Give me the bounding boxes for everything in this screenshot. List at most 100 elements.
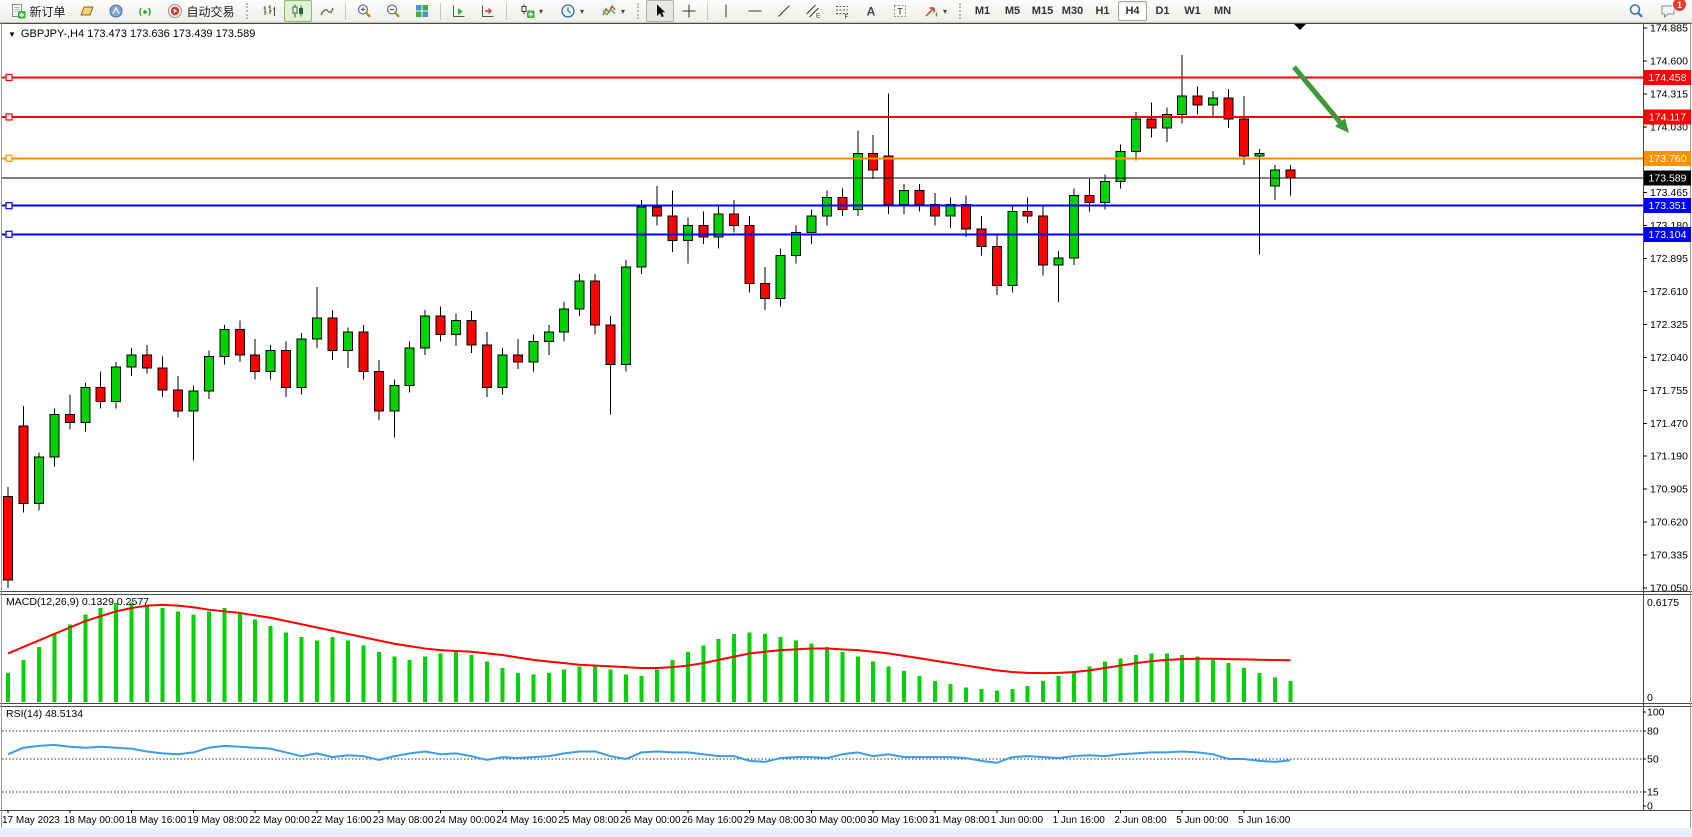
hline-icon	[748, 10, 762, 12]
new-chart-button[interactable]: ▾	[511, 0, 551, 22]
timeframe-m5-button[interactable]: M5	[1004, 5, 1021, 17]
line-chart-button[interactable]	[313, 0, 341, 22]
autotrading-button[interactable]: 自动交易	[160, 0, 242, 22]
timeframe-h1-button[interactable]: H1	[1095, 5, 1110, 17]
new-order-button[interactable]: 新订单	[4, 0, 72, 22]
arrows-icon	[925, 7, 938, 17]
candle-body-24	[373, 370, 384, 412]
time-label-3: 19 May 08:00	[187, 815, 248, 826]
candle-body-40	[621, 266, 631, 365]
toolbar-grip	[959, 3, 964, 19]
macd-bar-16	[253, 619, 258, 702]
price-tick-label-172.325: 172.325	[1650, 319, 1688, 331]
tile-windows-button[interactable]	[408, 0, 436, 22]
zoom-out-button[interactable]	[379, 0, 407, 22]
periods-button[interactable]: ▾	[552, 0, 592, 22]
vertical-line-button[interactable]	[712, 0, 740, 22]
search-button[interactable]	[1622, 0, 1650, 22]
equidistant-channel-button[interactable]: E	[799, 0, 827, 22]
cursor-button[interactable]	[646, 0, 674, 22]
trend-arrow-line[interactable]	[1292, 65, 1342, 124]
timeframe-w1-button[interactable]: W1	[1184, 5, 1201, 17]
text-label-button[interactable]: T	[886, 0, 914, 22]
bar-chart-button[interactable]	[255, 0, 283, 22]
symbol-ohlc-label[interactable]: ▼ GBPJPY-,H4 173.473 173.636 173.439 173…	[8, 28, 255, 40]
indicators-button[interactable]: ▾	[593, 0, 633, 22]
macd-bar-78	[1211, 659, 1216, 702]
channel-icon: E	[806, 4, 821, 19]
auto-scroll-button[interactable]	[445, 0, 473, 22]
tile-windows-icon	[416, 5, 428, 17]
time-label-12: 29 May 08:00	[744, 815, 805, 826]
hline-anchor-173.760[interactable]	[5, 154, 13, 162]
svg-text:F: F	[845, 14, 849, 20]
chart-menu-arrow-icon[interactable]: ▼	[8, 29, 16, 39]
text-button[interactable]: A	[857, 0, 885, 22]
chart-background[interactable]	[0, 23, 1692, 837]
macd-bar-28	[438, 653, 443, 702]
candle-body-72	[1115, 150, 1126, 182]
macd-bar-70	[1087, 666, 1092, 702]
time-label-17: 1 Jun 16:00	[1053, 815, 1106, 826]
toolbar: 新订单 自动交易 ▾ ▾	[0, 0, 1692, 23]
macd-bar-27	[423, 656, 428, 702]
candle-body-61	[945, 204, 956, 217]
macd-bar-63	[979, 689, 984, 702]
macd-bar-34	[531, 674, 536, 702]
macd-bar-22	[345, 640, 350, 702]
time-label-2: 18 May 16:00	[126, 815, 187, 826]
metaeditor-button[interactable]	[102, 0, 130, 22]
price-tick-label-174.315: 174.315	[1650, 89, 1688, 101]
macd-bar-5	[83, 614, 88, 702]
signals-button[interactable]	[131, 0, 159, 22]
timeframe-m1-button[interactable]: M1	[974, 5, 991, 17]
macd-bar-40	[624, 674, 628, 702]
timeframe-m30-button[interactable]: M30	[1061, 5, 1084, 17]
profiles-button[interactable]	[73, 0, 101, 22]
hline-anchor-174.117[interactable]	[5, 113, 13, 121]
text-label-icon: T	[894, 5, 906, 17]
timeframe-mn-button[interactable]: MN	[1213, 5, 1232, 17]
rsi-axis-label-15: 15	[1647, 786, 1659, 798]
macd-bar-33	[515, 672, 520, 702]
crosshair-button[interactable]	[675, 0, 703, 22]
candlestick-chart-button[interactable]	[284, 0, 312, 22]
fibonacci-button[interactable]: F	[828, 0, 856, 22]
timeframe-d1-button[interactable]: D1	[1155, 5, 1170, 17]
macd-bar-37	[577, 666, 582, 702]
svg-text:T: T	[897, 7, 903, 17]
notifications-button[interactable]: 1	[1654, 0, 1687, 22]
macd-bar-15	[237, 612, 242, 702]
horizontal-line-button[interactable]	[741, 0, 769, 22]
timeframe-m15-button[interactable]: M15	[1031, 5, 1054, 17]
hline-anchor-173.351[interactable]	[5, 202, 13, 210]
price-tick-label-172.610: 172.610	[1650, 286, 1688, 298]
trend-arrow-head[interactable]	[1335, 118, 1349, 133]
macd-bar-59	[917, 676, 922, 702]
hline-price-label-173.760-box	[1644, 150, 1691, 166]
macd-bar-24	[376, 651, 381, 702]
zoom-in-button[interactable]	[350, 0, 378, 22]
line-chart-icon	[320, 7, 334, 16]
candle-body-46	[713, 213, 724, 238]
chart-shift-marker[interactable]	[1294, 24, 1306, 30]
chart-shift-button[interactable]	[474, 0, 502, 22]
vline-icon	[725, 4, 727, 18]
macd-bar-42	[654, 669, 659, 702]
candle-body-25	[389, 384, 400, 412]
hline-anchor-173.104[interactable]	[5, 230, 13, 238]
bar-chart-icon	[263, 5, 275, 16]
macd-bar-8	[129, 602, 134, 702]
candle-body-69	[1069, 194, 1080, 259]
candle-body-0	[3, 496, 13, 581]
hline-anchor-174.458[interactable]	[5, 73, 13, 82]
candle-body-44	[682, 224, 693, 242]
timeframe-h4-button[interactable]: H4	[1118, 1, 1147, 21]
arrows-button[interactable]: ▾	[915, 0, 955, 22]
macd-bar-21	[330, 637, 335, 702]
trendline-button[interactable]	[770, 0, 798, 22]
candle-body-53	[821, 197, 832, 217]
time-label-0: 17 May 2023	[2, 815, 60, 826]
price-tick-label-170.905: 170.905	[1650, 483, 1688, 495]
